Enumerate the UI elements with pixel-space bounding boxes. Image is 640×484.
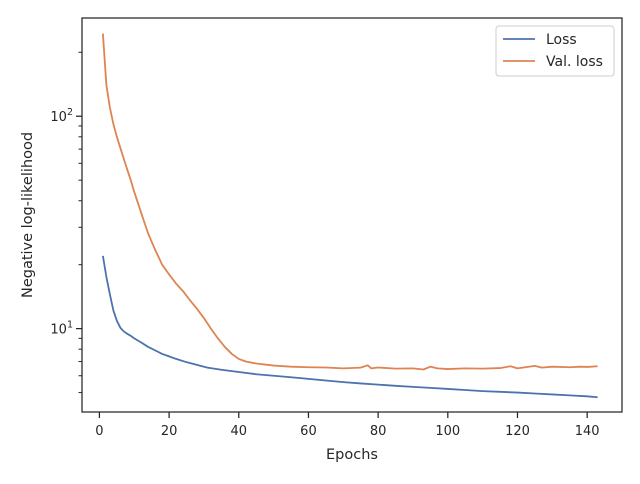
x-tick-label: 80: [370, 424, 387, 439]
x-tick-label: 20: [161, 424, 178, 439]
x-tick-label: 40: [231, 424, 248, 439]
x-tick-label: 140: [575, 424, 600, 439]
x-tick-label: 0: [95, 424, 103, 439]
x-axis: 0 20 40 60 80 100 120 140: [95, 412, 600, 439]
x-tick-label: 100: [435, 424, 460, 439]
legend-label-val-loss: Val. loss: [546, 54, 603, 70]
plot-area-frame: [81, 17, 623, 413]
series-line-val-loss: [102, 33, 598, 371]
y-tick-label: 101: [50, 320, 73, 338]
y-axis-label: Negative log-likelihood: [20, 132, 36, 298]
legend-label-loss: Loss: [546, 32, 577, 48]
series-line-loss: [102, 255, 598, 399]
x-tick-label: 60: [300, 424, 317, 439]
y-axis: 101 102: [50, 51, 82, 394]
plot-lines: [102, 33, 598, 399]
y-tick-label: 102: [50, 107, 73, 125]
x-tick-label: 120: [505, 424, 530, 439]
legend: Loss Val. loss: [495, 25, 615, 77]
x-axis-label: Epochs: [326, 447, 378, 463]
